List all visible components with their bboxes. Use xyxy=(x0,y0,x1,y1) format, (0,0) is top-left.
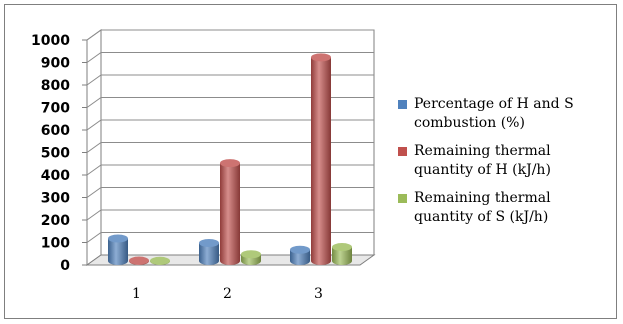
gridline xyxy=(86,164,374,176)
legend-label-0: Percentage of H and S combustion (%) xyxy=(414,96,574,131)
y-tick-label: 800 xyxy=(41,78,70,94)
bar xyxy=(129,256,149,265)
gridline xyxy=(86,209,374,221)
y-tick-label: 500 xyxy=(41,146,70,162)
bar-top xyxy=(220,159,240,168)
gridline xyxy=(86,97,374,108)
legend-item-0: Percentage of H and S combustion (%) xyxy=(398,95,613,133)
y-tick-label: 100 xyxy=(41,236,70,252)
x-tick-label: 1 xyxy=(132,286,141,302)
y-tick-label: 0 xyxy=(60,258,70,274)
gridline xyxy=(86,187,374,198)
legend-label-2: Remaining thermal quantity of S (kJ/h) xyxy=(414,190,551,225)
bar xyxy=(241,250,261,265)
y-tick-label: 900 xyxy=(41,56,70,72)
x-tick-label: 2 xyxy=(223,286,232,302)
bar-body xyxy=(290,249,310,265)
gridline xyxy=(86,119,374,131)
y-tick-label: 200 xyxy=(41,213,70,229)
bar-top xyxy=(199,239,219,247)
bar xyxy=(199,239,219,265)
gridline xyxy=(86,29,374,41)
legend: Percentage of H and S combustion (%) Rem… xyxy=(398,95,613,236)
bar xyxy=(108,234,128,265)
y-tick-label: 400 xyxy=(41,168,70,184)
bars xyxy=(108,53,352,265)
legend-swatch-0 xyxy=(398,100,407,109)
y-tick-label: 600 xyxy=(41,123,70,139)
bar xyxy=(311,53,331,265)
bar-top xyxy=(241,250,261,259)
bar-body xyxy=(220,163,240,265)
bar-top xyxy=(108,234,128,243)
legend-label-1: Remaining thermal quantity of H (kJ/h) xyxy=(414,143,551,178)
gridline xyxy=(86,52,374,63)
gridlines xyxy=(86,29,374,243)
bar xyxy=(332,243,352,265)
bar xyxy=(150,256,170,265)
y-axis-ticks: 0 100 200 300 400 500 600 700 800 900 1000 xyxy=(31,33,87,274)
bar-body xyxy=(108,238,128,265)
legend-swatch-1 xyxy=(398,147,407,156)
x-axis-ticks: 1 2 3 xyxy=(132,286,323,302)
bar-body xyxy=(199,243,219,265)
gridline xyxy=(86,232,374,243)
bar-body xyxy=(332,247,352,265)
gridline xyxy=(86,74,374,86)
bar-top xyxy=(290,245,310,254)
bar xyxy=(290,245,310,265)
y-tick-label: 300 xyxy=(41,191,70,207)
y-tick-label: 700 xyxy=(41,101,70,117)
legend-swatch-2 xyxy=(398,194,407,203)
x-tick-label: 3 xyxy=(314,286,323,302)
bar xyxy=(220,159,240,265)
bar-body xyxy=(311,57,331,265)
legend-item-2: Remaining thermal quantity of S (kJ/h) xyxy=(398,189,613,227)
bar-top xyxy=(129,256,149,265)
gridline xyxy=(86,142,374,153)
legend-item-1: Remaining thermal quantity of H (kJ/h) xyxy=(398,142,613,180)
y-tick-label: 1000 xyxy=(31,33,70,49)
bar-top xyxy=(332,243,352,252)
bar-top xyxy=(311,53,331,62)
bar-top xyxy=(150,256,170,265)
